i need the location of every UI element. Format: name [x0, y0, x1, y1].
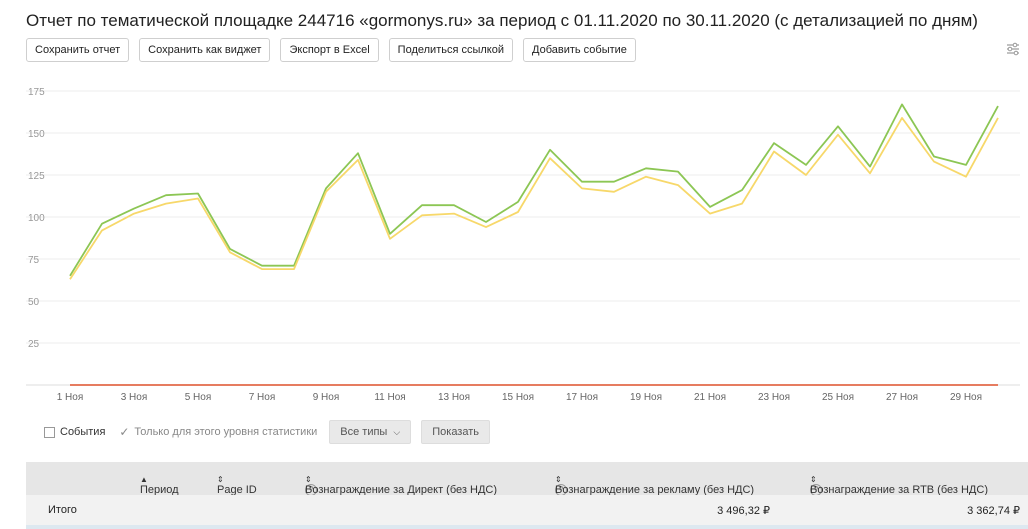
col-period[interactable]: Период ▲: [140, 473, 179, 496]
x-tick-label: 3 Ноя: [121, 392, 148, 403]
x-tick-label: 15 Ноя: [502, 392, 534, 403]
col-period-label: Период: [140, 484, 179, 496]
y-tick-label: 50: [28, 297, 40, 308]
col-page-id-label: Page ID: [217, 484, 257, 496]
chevron-down-icon: ⌵: [393, 427, 401, 437]
page-title: Отчет по тематической площадке 244716 «g…: [26, 11, 978, 30]
x-tick-label: 27 Ноя: [886, 392, 918, 403]
total-label: Итого: [48, 504, 77, 516]
total-row: Итого 3 496,32 ₽ 3 362,74 ₽: [26, 495, 1028, 525]
y-tick-label: 100: [28, 213, 45, 224]
col-direct-label: Вознаграждение за Директ (без НДС): [305, 484, 497, 496]
col-ad-label: Вознаграждение за рекламу (без НДС): [555, 484, 755, 496]
y-tick-label: 125: [28, 171, 45, 182]
x-tick-label: 17 Ноя: [566, 392, 598, 403]
x-tick-label: 9 Ноя: [313, 392, 340, 403]
x-tick-label: 29 Ноя: [950, 392, 982, 403]
checkmark-icon[interactable]: ✓: [119, 424, 130, 439]
save-report-button[interactable]: Сохранить отчет: [26, 38, 130, 62]
sort-arrow-icon: ⇕: [810, 475, 817, 484]
next-row-strip: [26, 525, 1028, 529]
x-tick-label: 1 Ноя: [57, 392, 84, 403]
sliders-icon[interactable]: [1006, 42, 1020, 56]
add-event-button[interactable]: Добавить событие: [523, 38, 636, 62]
line-chart: 25 50 75 100 125 150 175 1 Ноя 3 Ноя 5 Ноя 7 Ноя 9…: [26, 87, 1020, 403]
y-tick-label: 25: [28, 339, 40, 350]
filters-bar: События ✓ Только для этого уровня статис…: [44, 420, 490, 444]
x-tick-label: 21 Ноя: [694, 392, 726, 403]
toolbar: Сохранить отчет Сохранить как виджет Экс…: [26, 38, 636, 62]
series-line-1: [69, 117, 999, 280]
events-label: События: [60, 426, 106, 438]
col-rtb-reward[interactable]: ? Вознаграждение за RTB (без НДС) ⇕: [810, 473, 988, 496]
y-tick-label: 75: [28, 255, 40, 266]
types-select-label: Все типы: [340, 426, 388, 438]
x-tick-label: 25 Ноя: [822, 392, 854, 403]
x-tick-label: 5 Ноя: [185, 392, 212, 403]
show-button[interactable]: Показать: [421, 420, 490, 444]
level-label: Только для этого уровня статистики: [134, 426, 318, 438]
col-direct-reward[interactable]: ? Вознаграждение за Директ (без НДС) ⇕: [305, 473, 497, 496]
sort-arrow-icon: ▲: [140, 475, 148, 484]
table-header: Период ▲ Page ID ⇕ ? Вознаграждение за Ди…: [26, 462, 1028, 496]
events-checkbox[interactable]: [44, 426, 55, 438]
x-tick-label: 13 Ноя: [438, 392, 470, 403]
export-excel-button[interactable]: Экспорт в Excel: [280, 38, 379, 62]
x-tick-label: 7 Ноя: [249, 392, 276, 403]
col-ad-reward[interactable]: ? Вознаграждение за рекламу (без НДС) ⇕: [555, 473, 754, 496]
total-rtb-reward: 3 362,74 ₽: [967, 505, 1020, 517]
save-as-widget-button[interactable]: Сохранить как виджет: [139, 38, 271, 62]
x-tick-label: 19 Ноя: [630, 392, 662, 403]
y-tick-label: 175: [28, 87, 45, 98]
col-rtb-label: Вознаграждение за RTB (без НДС): [810, 484, 988, 496]
x-tick-label: 23 Ноя: [758, 392, 790, 403]
sort-arrow-icon: ⇕: [305, 475, 312, 484]
col-page-id[interactable]: Page ID ⇕: [217, 473, 257, 496]
types-select[interactable]: Все типы ⌵: [329, 420, 412, 444]
total-ad-reward: 3 496,32 ₽: [717, 505, 770, 517]
sort-arrow-icon: ⇕: [217, 475, 224, 484]
series-line-0: [69, 103, 999, 277]
x-tick-label: 11 Ноя: [374, 392, 405, 403]
sort-arrow-icon: ⇕: [555, 475, 562, 484]
y-tick-label: 150: [28, 129, 45, 140]
share-link-button[interactable]: Поделиться ссылкой: [388, 38, 513, 62]
